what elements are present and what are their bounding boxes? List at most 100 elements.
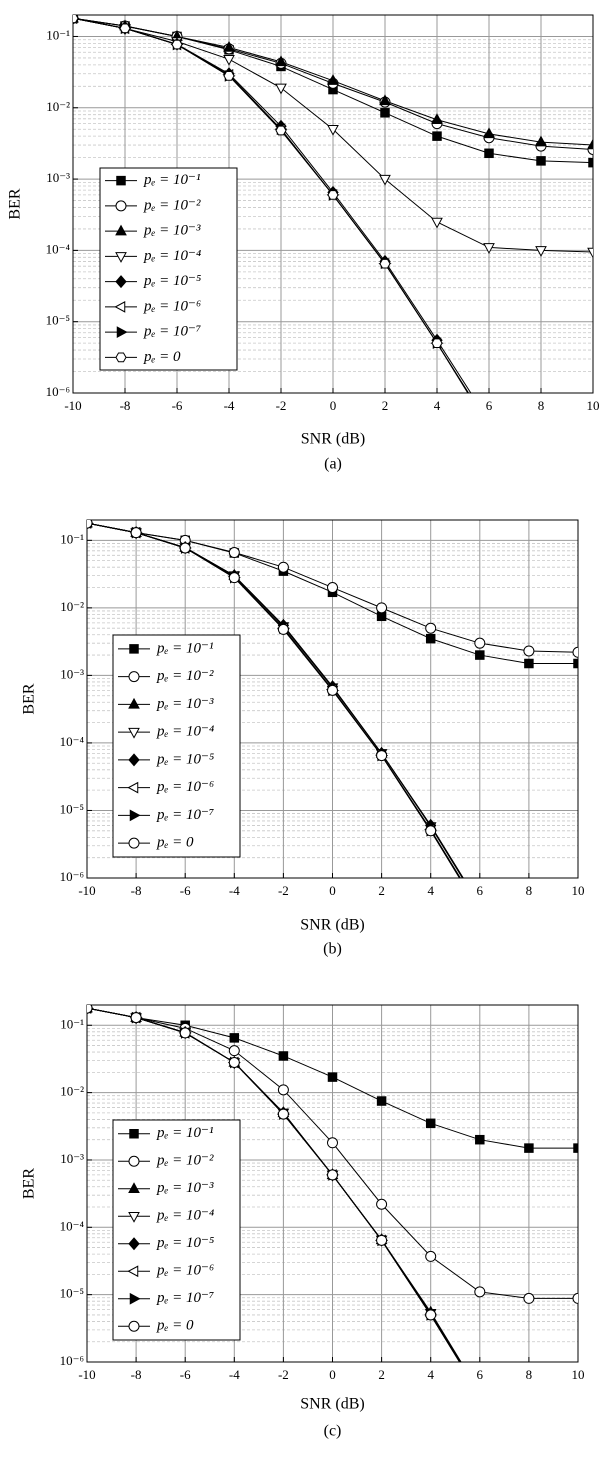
y-tick-label: 10⁻² [46, 99, 70, 114]
plot-frame [72, 14, 594, 394]
marker [275, 83, 287, 95]
x-tick-label: -6 [180, 1367, 191, 1382]
legend-marker [128, 1320, 140, 1332]
marker [476, 1389, 485, 1399]
legend-marker [129, 809, 141, 822]
marker [223, 40, 235, 52]
marker [130, 527, 142, 539]
marker [379, 258, 391, 269]
legend-marker [128, 697, 140, 709]
x-tick-label: 6 [477, 883, 484, 898]
legend-marker [127, 781, 139, 794]
legend-label: pₑ = 10⁻² [143, 197, 201, 213]
marker [376, 1198, 388, 1210]
x-tick-label: -8 [120, 398, 131, 413]
x-axis-label: SNR (dB) [300, 917, 364, 934]
caption: (a) [324, 456, 342, 473]
marker [572, 1292, 578, 1304]
chart: 10⁻⁶ 10⁻⁵ 10⁻⁴ 10⁻³ 10⁻² 10⁻¹ -10 -8 -6 -4 -2 0 2 4 6 8… [21, 1004, 585, 1440]
x-tick-label: 2 [382, 398, 389, 413]
legend-marker [129, 644, 139, 654]
x-tick-label: -2 [276, 398, 287, 413]
legend-marker [115, 275, 127, 289]
y-tick-label: 10⁻⁴ [60, 1218, 85, 1233]
legend-label: pₑ = 0 [156, 835, 194, 851]
marker [573, 1143, 578, 1153]
y-tick-label: 10⁻¹ [60, 531, 84, 546]
y-axis-label: BER [7, 188, 24, 219]
marker [376, 1234, 388, 1246]
y-tick-label: 10⁻⁶ [60, 869, 84, 884]
y-axis-label: BER [21, 683, 38, 714]
marker [327, 1137, 338, 1149]
marker [431, 338, 443, 348]
y-tick-label: 10⁻⁴ [60, 734, 85, 749]
marker [475, 1390, 485, 1399]
marker [474, 1286, 486, 1298]
marker [87, 520, 93, 529]
marker [277, 1108, 289, 1120]
marker [327, 1072, 338, 1082]
x-tick-label: 4 [427, 1367, 434, 1382]
x-tick-label: 8 [526, 883, 533, 898]
marker [275, 55, 287, 67]
marker [587, 247, 593, 259]
x-tick-label: -10 [78, 883, 95, 898]
x-tick-label: -10 [64, 398, 81, 413]
legend-marker [115, 224, 127, 236]
x-tick-label: 0 [329, 883, 336, 898]
marker [475, 1387, 485, 1396]
marker [474, 1389, 483, 1399]
x-tick-label: 10 [587, 398, 600, 413]
legend-marker [128, 837, 140, 849]
legend-label: pₑ = 10⁻⁶ [156, 1263, 214, 1279]
marker [431, 217, 443, 229]
marker [425, 1309, 437, 1321]
legend-label: pₑ = 10⁻¹ [156, 640, 214, 656]
marker [277, 1084, 289, 1096]
marker [485, 421, 494, 431]
legend-label: pₑ = 10⁻⁷ [143, 324, 201, 340]
marker [475, 903, 485, 912]
legend-marker [116, 175, 126, 186]
marker [380, 108, 390, 118]
marker [327, 74, 339, 85]
legend-label: pₑ = 10⁻³ [156, 696, 214, 712]
marker [475, 1390, 485, 1400]
legend-marker [127, 1265, 139, 1278]
marker [475, 899, 485, 908]
marker [484, 421, 493, 431]
x-tick-label: -6 [172, 398, 183, 413]
marker [475, 650, 485, 660]
x-tick-label: -2 [278, 883, 289, 898]
marker [228, 547, 240, 559]
marker [376, 602, 388, 614]
caption: (c) [324, 1423, 342, 1440]
x-tick-label: 10 [572, 1367, 585, 1382]
y-tick-label: 10⁻⁶ [46, 384, 70, 399]
x-tick-label: -6 [180, 883, 191, 898]
marker [327, 124, 339, 136]
marker [228, 1057, 240, 1069]
x-tick-label: 0 [330, 398, 337, 413]
marker [431, 113, 443, 124]
marker [327, 582, 338, 594]
legend-marker [128, 1212, 140, 1223]
y-tick-label: 10⁻³ [46, 170, 70, 185]
legend-marker [128, 753, 140, 767]
legend-marker [128, 1237, 140, 1251]
legend-label: pₑ = 10⁻³ [143, 223, 201, 239]
legend-label: pₑ = 10⁻³ [156, 1180, 214, 1196]
marker [229, 1033, 240, 1043]
y-tick-label: 10⁻⁵ [60, 1286, 84, 1301]
marker [327, 1169, 338, 1181]
marker [278, 1051, 289, 1061]
legend-marker [115, 352, 127, 363]
marker [484, 423, 494, 432]
legend-label: pₑ = 10⁻⁵ [143, 273, 201, 289]
x-tick-label: -4 [229, 1367, 240, 1382]
marker [228, 1045, 240, 1057]
marker [523, 645, 535, 657]
marker [483, 243, 495, 254]
